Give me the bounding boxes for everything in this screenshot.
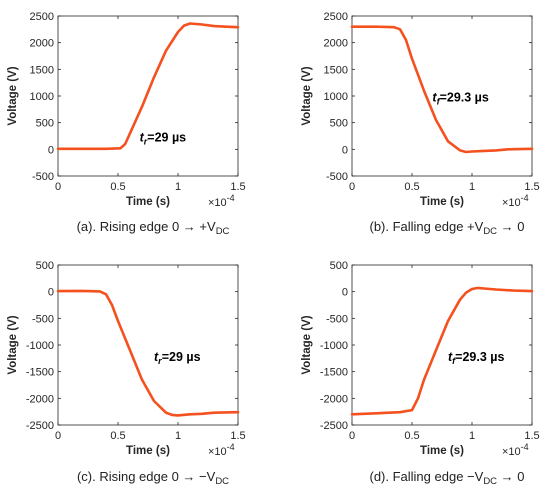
y-tick-label: 500 [330,118,348,130]
series-line [350,25,534,154]
y-tick-label: 0 [342,144,348,156]
x-axis-label: Time (s) [126,196,170,208]
y-tick-label: 0 [342,287,348,299]
plot-frame [57,15,239,177]
y-tick-label: -500 [32,313,54,325]
y-axis-label: Voltage (V) [301,315,313,374]
y-tick-label: -500 [326,171,348,183]
x-tick-label: 1 [175,430,181,442]
panel-caption: (d). Falling edge −VDC → 0 [369,469,524,487]
rise-time-annotation: tr=29 µs [140,130,187,146]
y-tick-label: 2500 [30,11,54,23]
x-tick-label: 0 [55,181,61,193]
y-tick-label: 500 [330,260,348,272]
plot-frame [351,264,533,426]
x-exponent-label: ×10-4 [208,193,235,209]
y-tick-label: 1500 [30,64,54,76]
y-tick-label: 1500 [324,64,348,76]
series-line [56,289,240,417]
x-axis-label: Time (s) [420,445,464,457]
panel-caption: (c). Rising edge 0 → −VDC [77,469,229,487]
x-tick-label: 0.5 [404,430,419,442]
y-tick-label: -1500 [26,367,54,379]
y-tick-label: 2000 [30,38,54,50]
y-tick-label: 0 [48,287,54,299]
y-tick-label: 500 [36,118,54,130]
x-tick-label: 1.5 [524,181,539,193]
series-line [56,22,240,151]
y-tick-label: 2000 [324,38,348,50]
y-tick-label: -1000 [26,340,54,352]
x-tick-label: 1.5 [230,181,245,193]
x-tick-label: 1.5 [524,430,539,442]
x-tick-label: 1 [469,430,475,442]
x-tick-label: 1 [469,181,475,193]
y-tick-label: -2000 [320,393,348,405]
x-tick-label: 0 [55,430,61,442]
y-tick-label: -500 [32,171,54,183]
x-axis-label: Time (s) [126,445,170,457]
y-tick-label: -1000 [320,340,348,352]
chart-panel: 0 0.5 1 1.5 -2500 -2000 -1500 -1000 -500 0 500 Time… [301,260,540,487]
x-exponent-label: ×10-4 [502,193,529,209]
y-tick-label: 0 [48,144,54,156]
y-tick-label: -2000 [26,393,54,405]
x-tick-label: 0 [349,430,355,442]
x-exponent-label: ×10-4 [502,442,529,458]
x-exponent-label: ×10-4 [208,442,235,458]
x-tick-label: 1.5 [230,430,245,442]
x-tick-label: 0.5 [110,430,125,442]
x-tick-label: 0 [349,181,355,193]
y-axis-label: Voltage (V) [301,66,313,125]
y-tick-label: -1500 [320,367,348,379]
y-tick-label: 500 [36,260,54,272]
y-tick-label: 1000 [324,91,348,103]
y-axis-label: Voltage (V) [7,66,19,125]
x-tick-label: 0.5 [404,181,419,193]
y-tick-label: 2500 [324,11,348,23]
y-tick-label: -2500 [26,420,54,432]
x-axis-label: Time (s) [420,196,464,208]
y-tick-label: 1000 [30,91,54,103]
chart-panel: 0 0.5 1 1.5 -2500 -2000 -1500 -1000 -500 0 500 Time… [7,260,246,487]
y-tick-label: -500 [326,313,348,325]
y-axis-label: Voltage (V) [7,315,19,374]
panel-caption: (a). Rising edge 0 → +VDC [77,219,230,237]
series-line [350,286,534,416]
x-tick-label: 0.5 [110,181,125,193]
rise-time-annotation: tr=29 µs [154,350,201,366]
y-tick-label: -2500 [320,420,348,432]
rise-time-annotation: tf=29.3 µs [432,90,488,106]
panel-caption: (b). Falling edge +VDC → 0 [369,219,524,237]
plot-frame [57,264,239,426]
rise-time-annotation: tf=29.3 µs [448,350,504,366]
x-tick-label: 1 [175,181,181,193]
